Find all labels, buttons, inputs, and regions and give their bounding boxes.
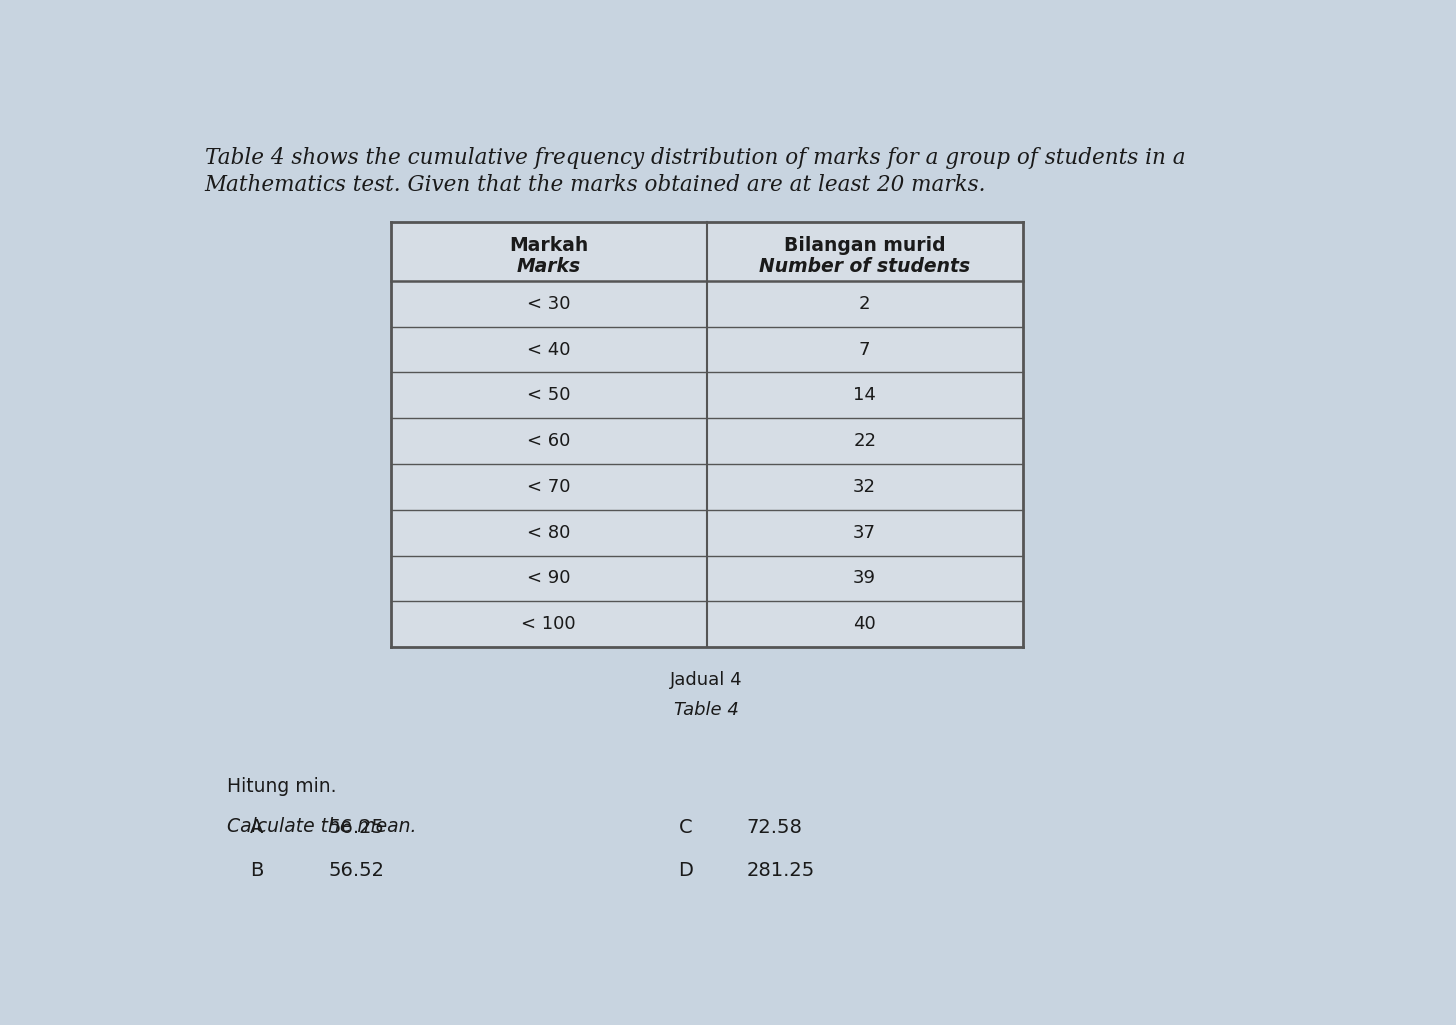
Text: Marks: Marks (517, 257, 581, 276)
Text: D: D (678, 861, 693, 879)
Text: 56.52: 56.52 (329, 861, 384, 879)
Text: Markah: Markah (510, 236, 588, 255)
Text: < 100: < 100 (521, 615, 577, 633)
Text: < 70: < 70 (527, 478, 571, 496)
Text: Bilangan murid: Bilangan murid (783, 236, 945, 255)
Text: < 30: < 30 (527, 295, 571, 313)
Text: 40: 40 (853, 615, 877, 633)
Text: 7: 7 (859, 340, 871, 359)
Text: < 90: < 90 (527, 570, 571, 587)
Bar (390, 221, 1022, 647)
Text: < 60: < 60 (527, 433, 571, 450)
Text: Calculate the mean.: Calculate the mean. (227, 817, 416, 835)
Text: Hitung min.: Hitung min. (227, 777, 336, 796)
Text: 56.25: 56.25 (329, 818, 384, 836)
Text: < 80: < 80 (527, 524, 571, 541)
Text: 2: 2 (859, 295, 871, 313)
Text: 281.25: 281.25 (747, 861, 814, 879)
Text: Jadual 4: Jadual 4 (670, 670, 743, 689)
Text: < 50: < 50 (527, 386, 571, 404)
Text: Number of students: Number of students (759, 257, 970, 276)
Text: < 40: < 40 (527, 340, 571, 359)
Text: Table 4: Table 4 (674, 701, 740, 719)
Text: 14: 14 (853, 386, 877, 404)
Text: 22: 22 (853, 433, 877, 450)
Text: 39: 39 (853, 570, 877, 587)
Text: 72.58: 72.58 (747, 818, 802, 836)
Text: A: A (250, 818, 264, 836)
Text: C: C (678, 818, 692, 836)
Text: Mathematics test. Given that the marks obtained are at least 20 marks.: Mathematics test. Given that the marks o… (204, 174, 986, 197)
Text: 32: 32 (853, 478, 877, 496)
Text: Table 4 shows the cumulative frequency distribution of marks for a group of stud: Table 4 shows the cumulative frequency d… (204, 147, 1185, 169)
Text: B: B (250, 861, 264, 879)
Text: 37: 37 (853, 524, 877, 541)
